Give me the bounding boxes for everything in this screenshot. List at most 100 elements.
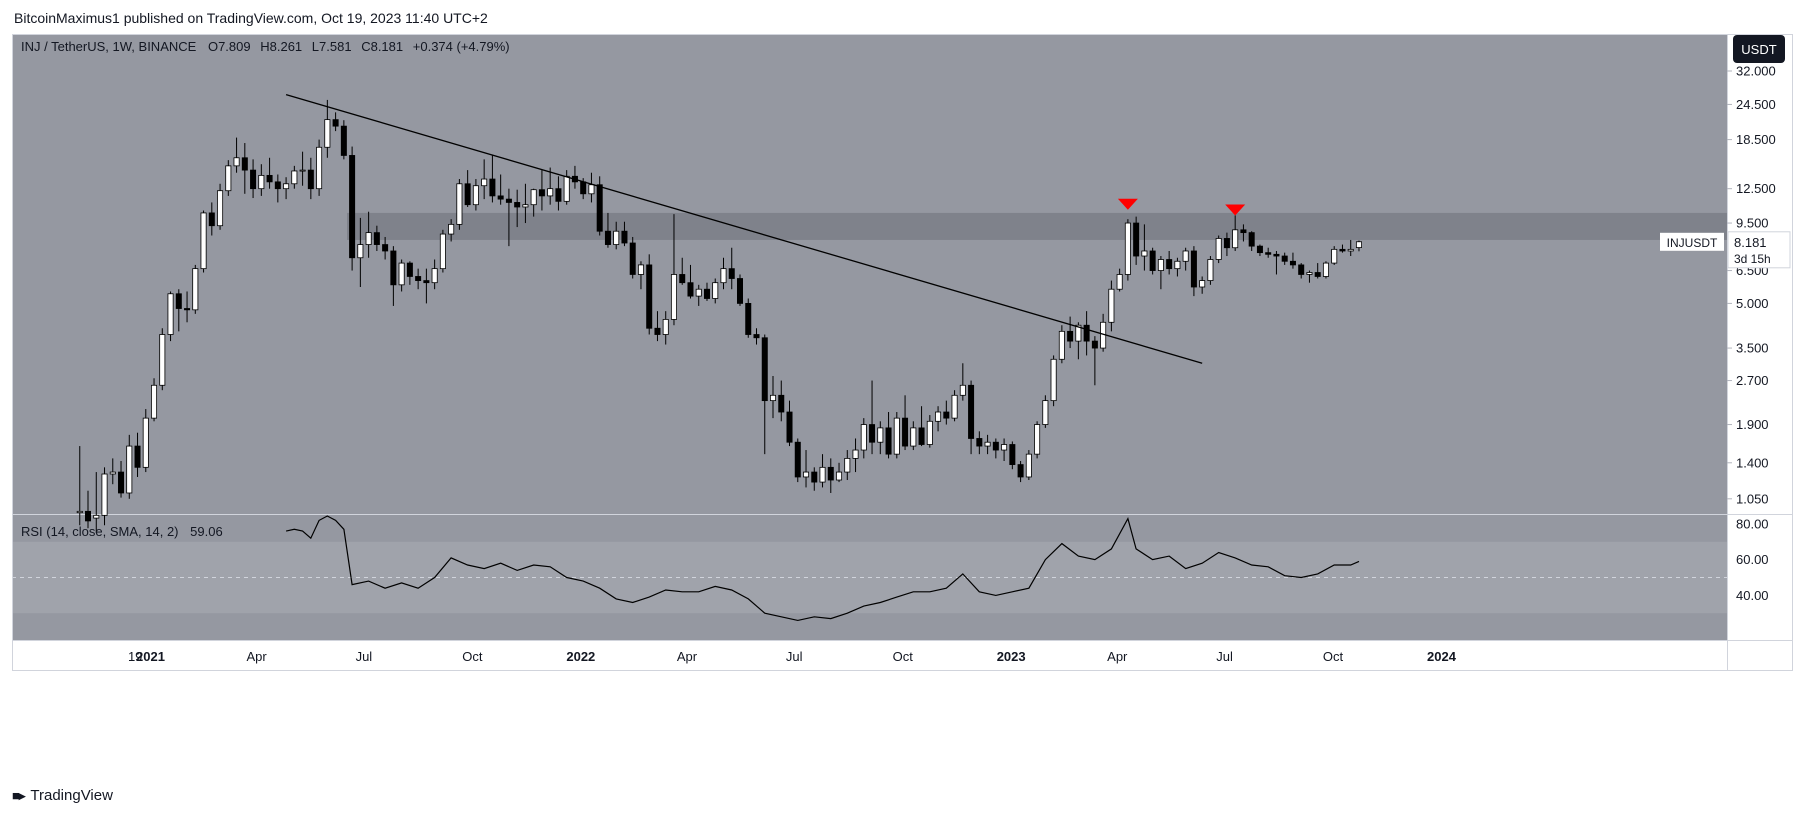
candle-body-down (869, 424, 876, 443)
ticker-tag: INJUSDT (1667, 236, 1718, 250)
candle-body-down (596, 184, 603, 232)
candle-body-up (1347, 248, 1354, 252)
candle-body-down (555, 188, 562, 202)
candle-body-up (670, 274, 677, 320)
candle (93, 472, 100, 533)
candle (274, 174, 281, 203)
candle (860, 418, 867, 459)
price-axis-ticks: 32.00024.50018.50012.5009.5006.5005.0003… (1727, 63, 1776, 506)
candle (1215, 235, 1222, 264)
time-tick-label: Oct (893, 649, 914, 664)
candle-body-down (134, 445, 141, 468)
candle-body-up (159, 334, 166, 386)
candle-body-down (464, 183, 471, 206)
candle (1067, 316, 1074, 349)
currency-button[interactable]: USDT (1733, 35, 1785, 63)
candle (456, 179, 463, 230)
price-tick-label: 18.500 (1736, 132, 1776, 147)
candle (869, 380, 876, 455)
candle-body-up (951, 394, 958, 419)
candle-body-up (291, 170, 298, 185)
candle-body-up (151, 384, 158, 419)
candle-body-down (1223, 238, 1230, 249)
candle-body-down (1190, 250, 1197, 288)
candle-body-up (431, 268, 438, 284)
candle (142, 409, 149, 473)
candle (1091, 336, 1098, 386)
candle-body-up (1075, 324, 1082, 342)
candle (1347, 239, 1354, 257)
candle (1133, 216, 1140, 265)
rsi-tick-label: 60.00 (1736, 552, 1769, 567)
candle-body-up (1058, 330, 1065, 360)
candle (1331, 246, 1338, 265)
publisher-credit: BitcoinMaximus1 published on TradingView… (14, 10, 488, 26)
candle (373, 225, 380, 251)
candle-body-down (497, 195, 504, 200)
candle-body-up (844, 457, 851, 473)
candle (1034, 421, 1041, 459)
candle (827, 458, 834, 493)
candle-body-up (225, 165, 232, 192)
candle (736, 274, 743, 306)
candle (770, 376, 777, 419)
candle-body-down (943, 411, 950, 419)
chart-border (12, 34, 1793, 671)
candle-body-up (448, 223, 455, 235)
candle-body-up (167, 293, 174, 335)
candle-body-down (1273, 253, 1280, 257)
candle-body-up (1116, 274, 1123, 290)
candle (1042, 395, 1049, 428)
candle-body-up (398, 262, 405, 286)
candle (951, 390, 958, 422)
candle (604, 212, 611, 248)
candle (720, 257, 727, 290)
descending-trendline[interactable] (285, 93, 1203, 364)
candle-body-up (76, 510, 83, 514)
candle (794, 438, 801, 483)
candle-body-down (1240, 229, 1247, 234)
time-tick-label: 19 (128, 649, 142, 664)
chart-container[interactable]: 32.00024.50018.50012.5009.5006.5005.0003… (12, 34, 1793, 774)
candle-body-down (811, 471, 818, 483)
candle (1174, 257, 1181, 277)
candle (233, 137, 240, 173)
symbol-label: INJ / TetherUS, 1W, BINANCE (21, 39, 197, 54)
time-tick-label: Apr (1107, 649, 1128, 664)
price-tick-label: 12.500 (1736, 181, 1776, 196)
currency-button-label: USDT (1741, 42, 1776, 57)
candle-body-down (1339, 248, 1346, 252)
candle-body-up (522, 204, 529, 208)
candle (1025, 450, 1032, 481)
candle-body-down (654, 327, 661, 335)
candle-body-down (761, 337, 768, 402)
candle (1166, 250, 1173, 275)
candle-body-down (85, 510, 92, 522)
candle-body-up (126, 445, 133, 494)
candle-body-up (472, 185, 479, 206)
candle-body-down (175, 293, 182, 309)
candle (984, 434, 991, 455)
candle (1075, 322, 1082, 360)
candle (109, 458, 116, 485)
candle (753, 328, 760, 345)
price-tick-label: 1.050 (1736, 491, 1769, 506)
candle-body-up (93, 514, 100, 519)
candle (926, 415, 933, 448)
high-value: 8.261 (270, 39, 303, 54)
candle-body-down (1009, 444, 1016, 465)
candle-body-down (604, 230, 611, 245)
candle (390, 246, 397, 306)
candle (935, 406, 942, 432)
candle-body-down (1314, 272, 1321, 277)
candle-body-down (1067, 330, 1074, 342)
time-tick-label: Apr (677, 649, 698, 664)
candle (745, 298, 752, 338)
tradingview-brand[interactable]: ■▸ TradingView (12, 787, 113, 804)
candle-body-up (324, 119, 331, 148)
candle (902, 395, 909, 451)
candle-body-up (819, 466, 826, 483)
candle (200, 210, 207, 273)
candle (637, 261, 644, 290)
